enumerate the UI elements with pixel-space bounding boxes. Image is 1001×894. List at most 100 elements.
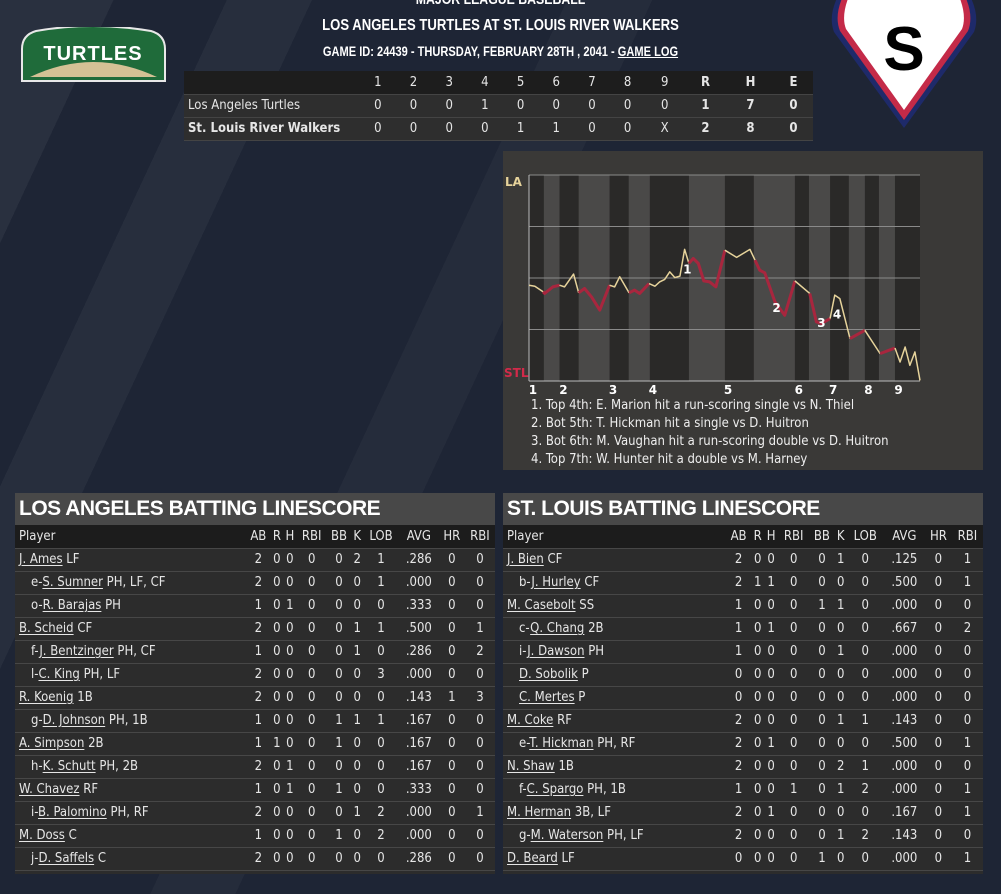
stat-rbi: 0 bbox=[778, 548, 810, 572]
stat-hr: 0 bbox=[924, 571, 952, 595]
player-position: 3B, LF bbox=[574, 805, 611, 820]
player-link[interactable]: M. Doss bbox=[19, 828, 65, 843]
stat-h: 0 bbox=[764, 663, 779, 687]
player-link[interactable]: M. Waterson bbox=[530, 828, 604, 843]
player-position: PH, RF bbox=[597, 736, 636, 751]
stat-h: 1 bbox=[764, 571, 779, 595]
player-row: A. Simpson 2B 1 1 0 0 1 0 0.167 0 0 bbox=[15, 732, 495, 756]
player-link[interactable]: D. Johnson bbox=[42, 713, 106, 728]
player-link[interactable]: M. Casebolt bbox=[507, 598, 576, 613]
stat-ab: 2 bbox=[725, 732, 752, 756]
inning-score: 0 bbox=[502, 94, 539, 118]
stat-ab: 2 bbox=[725, 571, 752, 595]
stat-rbi: 0 bbox=[296, 801, 327, 825]
stat-ab: 2 bbox=[725, 755, 752, 779]
stat-avg: .286 bbox=[398, 548, 439, 572]
stat-hr: 0 bbox=[924, 594, 952, 618]
win-prob-line-home bbox=[849, 329, 866, 340]
player-link[interactable]: N. Shaw bbox=[507, 759, 555, 774]
player-row: c-Q. Chang 2B 1 0 1 0 0 0 0.667 0 2 bbox=[503, 617, 983, 641]
player-link[interactable]: J. Hurley bbox=[531, 575, 581, 590]
player-link[interactable]: Q. Chang bbox=[530, 621, 585, 636]
stat-hr: 0 bbox=[438, 732, 465, 756]
player-position: PH, LF bbox=[607, 828, 644, 843]
stat-lob: 2 bbox=[363, 824, 399, 848]
stat-ab: 2 bbox=[246, 571, 271, 595]
player-link[interactable]: J. Ames bbox=[19, 552, 63, 567]
player-position: P bbox=[578, 690, 586, 705]
stat-h: 0 bbox=[764, 778, 779, 802]
player-link[interactable]: C. King bbox=[38, 667, 80, 682]
stat-ab: 2 bbox=[725, 709, 752, 733]
player-position: RF bbox=[557, 713, 572, 728]
stat-h: 1 bbox=[283, 594, 297, 618]
league-title: MAJOR LEAGUE BASEBALL bbox=[90, 0, 911, 8]
player-link[interactable]: J. Bien bbox=[507, 552, 544, 567]
stat-ab: 1 bbox=[246, 594, 271, 618]
game-log-link[interactable]: GAME LOG bbox=[617, 44, 679, 59]
inning-score: 0 bbox=[360, 94, 396, 118]
sub-prefix: b- bbox=[519, 575, 532, 590]
player-link[interactable]: M. Herman bbox=[507, 805, 572, 820]
player-link[interactable]: K. Schutt bbox=[42, 759, 96, 774]
inning-tick-label: 6 bbox=[795, 383, 803, 397]
total-r: 2 bbox=[683, 117, 728, 141]
player-link[interactable]: D. Beard bbox=[507, 851, 558, 866]
win-prob-line-away bbox=[724, 248, 756, 261]
player-cell: h-K. Schutt PH, 2B bbox=[15, 755, 247, 779]
player-link[interactable]: C. Spargo bbox=[526, 782, 584, 797]
stat-h: 0 bbox=[764, 847, 779, 871]
player-link[interactable]: J. Bentzinger bbox=[39, 644, 114, 659]
stat-avg: .000 bbox=[398, 663, 439, 687]
stat-ab: 1 bbox=[246, 824, 271, 848]
column-header: RBI bbox=[951, 525, 983, 549]
player-position: SS bbox=[579, 598, 595, 613]
stat-bb: 0 bbox=[326, 640, 352, 664]
stat-lob: 0 bbox=[846, 847, 884, 871]
player-link[interactable]: T. Hickman bbox=[529, 736, 594, 751]
stat-rbi: 0 bbox=[464, 594, 495, 618]
column-header: R bbox=[751, 525, 765, 549]
player-link[interactable]: B. Scheid bbox=[19, 621, 74, 636]
chart-note: 3. Bot 6th: M. Vaughan hit a run-scoring… bbox=[531, 434, 889, 449]
stat-k: 0 bbox=[351, 847, 364, 871]
player-link[interactable]: J. Dawson bbox=[527, 644, 585, 659]
player-row: g-D. Johnson PH, 1B 1 0 0 0 1 1 1.167 0 0 bbox=[15, 709, 495, 733]
stat-ab: 2 bbox=[725, 801, 752, 825]
stat-k: 0 bbox=[351, 755, 364, 779]
stat-ab: 1 bbox=[725, 640, 752, 664]
stat-r: 0 bbox=[270, 801, 284, 825]
player-position: PH, CF bbox=[117, 644, 156, 659]
stat-lob: 0 bbox=[846, 663, 884, 687]
player-link[interactable]: A. Simpson bbox=[19, 736, 85, 751]
player-link[interactable]: S. Sumner bbox=[42, 575, 103, 590]
stat-rbi: 1 bbox=[951, 548, 983, 572]
stat-r: 0 bbox=[270, 594, 284, 618]
game-subtitle: GAME ID: 24439 - THURSDAY, FEBRUARY 28TH… bbox=[90, 44, 911, 59]
stat-hr: 0 bbox=[438, 663, 465, 687]
player-link[interactable]: C. Mertes bbox=[519, 690, 575, 705]
stat-h: 0 bbox=[283, 686, 297, 710]
inning-tick-label: 8 bbox=[864, 383, 872, 397]
stat-bb: 1 bbox=[809, 594, 835, 618]
player-cell: f-C. Spargo PH, 1B bbox=[503, 778, 726, 802]
player-link[interactable]: M. Coke bbox=[507, 713, 554, 728]
player-link[interactable]: R. Koenig bbox=[19, 690, 74, 705]
player-row: N. Shaw 1B 2 0 0 0 0 2 1.000 0 0 bbox=[503, 755, 983, 779]
player-link[interactable]: D. Sobolik bbox=[519, 667, 578, 682]
stat-k: 1 bbox=[834, 594, 847, 618]
stat-rbi: 0 bbox=[296, 778, 327, 802]
column-header: AB bbox=[725, 525, 752, 549]
stat-ab: 2 bbox=[246, 755, 271, 779]
column-header: LOB bbox=[846, 525, 884, 549]
stat-rbi: 0 bbox=[464, 824, 495, 848]
player-link[interactable]: D. Saffels bbox=[38, 851, 95, 866]
stat-k: 1 bbox=[351, 617, 364, 641]
player-link[interactable]: W. Chavez bbox=[19, 782, 80, 797]
player-link[interactable]: B. Palomino bbox=[38, 805, 107, 820]
player-link[interactable]: R. Barajas bbox=[42, 598, 102, 613]
stat-hr: 0 bbox=[924, 778, 952, 802]
total-h: 8 bbox=[727, 117, 774, 141]
